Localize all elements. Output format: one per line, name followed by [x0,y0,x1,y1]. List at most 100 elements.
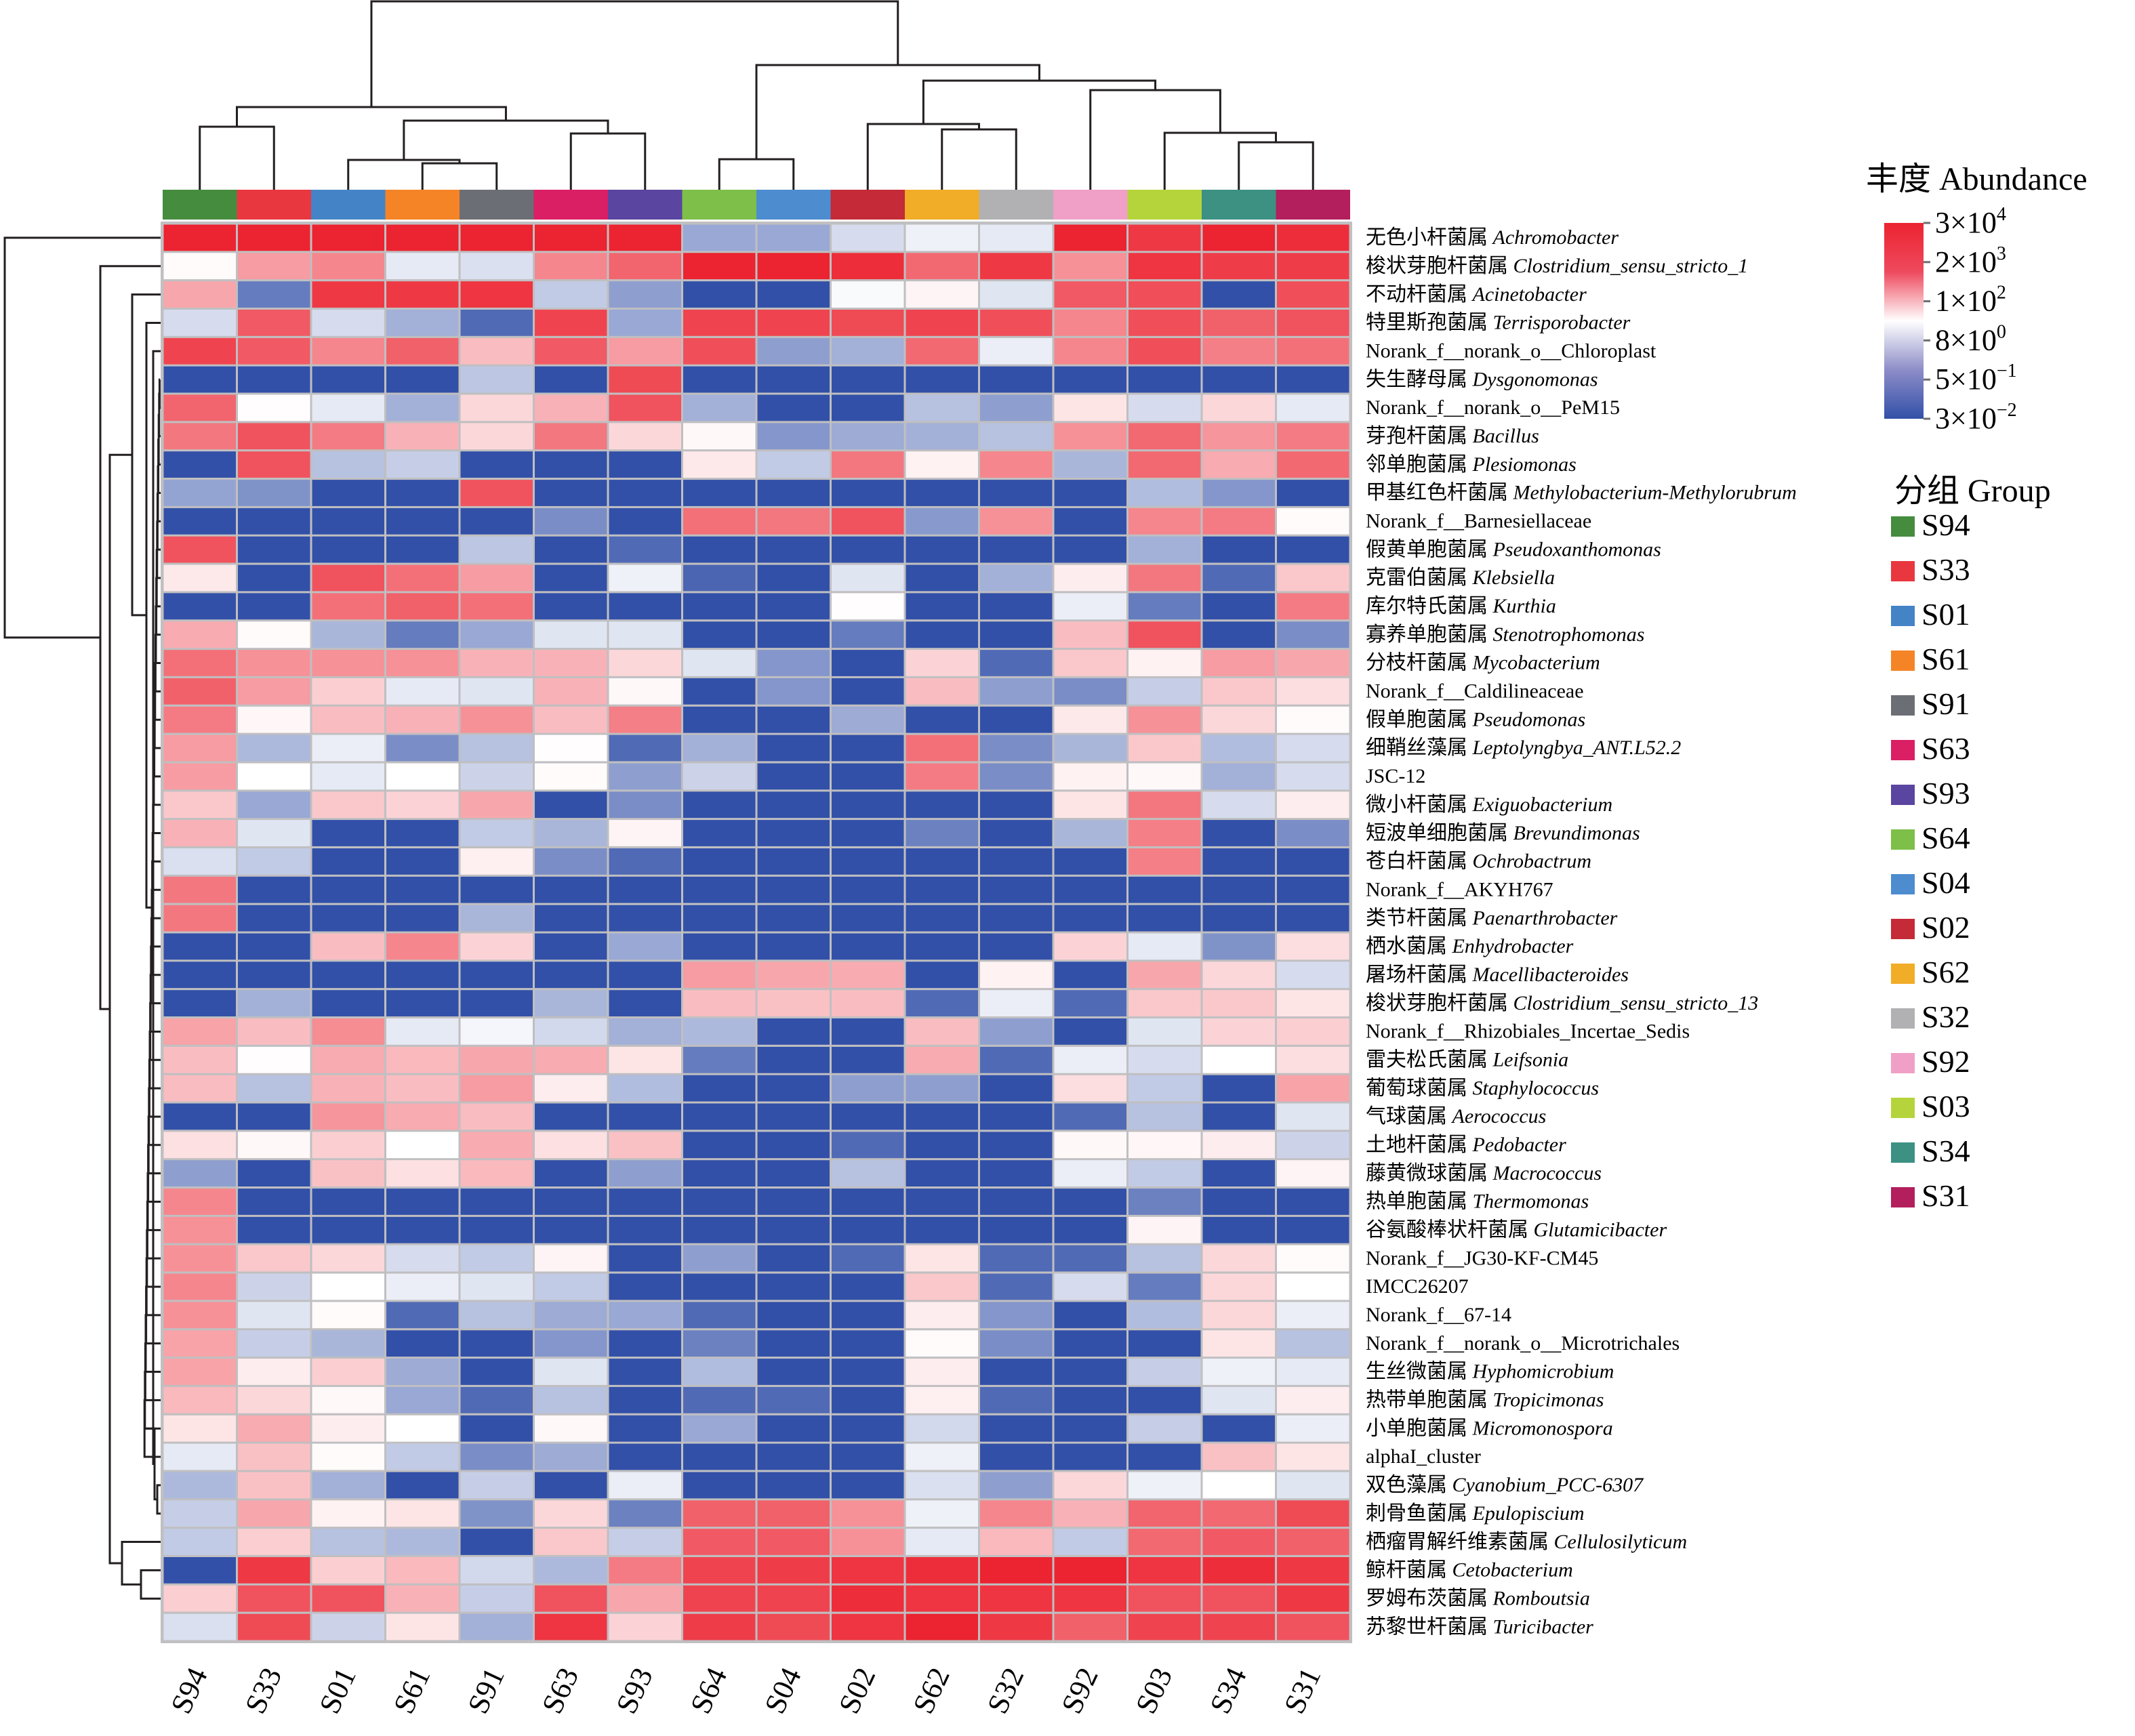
heatmap-cell [1128,1216,1201,1243]
heatmap-cell [1054,536,1126,563]
heatmap-cell [980,1557,1053,1584]
heatmap-cell [386,933,459,960]
row-label: 不动杆菌属 Acinetobacter [1366,283,1587,306]
heatmap-cell [238,1189,310,1215]
heatmap-cell [832,451,904,478]
heatmap-cell [1202,1585,1275,1612]
heatmap-cell [683,1386,756,1413]
row-label: Norank_f__Barnesiellaceae [1366,510,1591,533]
heatmap-cell [460,1189,533,1215]
heatmap-cell [460,876,533,903]
heatmap-cell [460,962,533,989]
row-label: 谷氨酸棒状杆菌属 Glutamicibacter [1366,1219,1667,1241]
row-label: 鲸杆菌属 Cetobacterium [1366,1559,1573,1582]
group-legend-label: S62 [1922,955,1970,989]
heatmap-cell [832,650,904,676]
heatmap-cell [312,394,384,421]
heatmap-cell [906,253,978,280]
group-legend-label: S04 [1922,865,1970,900]
heatmap-cell [757,253,830,280]
heatmap-cell [832,990,904,1016]
heatmap-cell [163,962,236,989]
heatmap-cell [906,1302,978,1329]
heatmap-cell [1128,281,1201,308]
heatmap-cell [460,1529,533,1555]
heatmap-cell [1054,337,1126,365]
heatmap-cell [460,1245,533,1272]
heatmap-cell [683,593,756,620]
heatmap-cell [386,1330,459,1357]
dendrogram-branch [3,236,161,639]
heatmap-cell [238,593,310,620]
heatmap-cell [535,1273,607,1300]
heatmap-cell [1128,310,1201,336]
heatmap-cell [238,281,310,308]
heatmap-cell [163,678,236,705]
group-legend-swatch [1891,561,1915,581]
column-label: S31 [1278,1663,1327,1719]
heatmap-cell [312,310,384,336]
heatmap-cell [609,1557,681,1584]
column-label: S33 [239,1663,288,1719]
heatmap-cell [312,423,384,450]
heatmap-cell [832,1443,904,1470]
heatmap-cell [460,480,533,506]
heatmap-cell [163,564,236,592]
heatmap-cell [1054,224,1126,251]
row-label: 克雷伯菌属 Klebsiella [1366,566,1555,589]
heatmap-cell [683,650,756,676]
heatmap-cell [980,1160,1053,1186]
heatmap-cell [1202,820,1275,846]
heatmap-cell [1054,394,1126,421]
heatmap-cell [238,1330,310,1357]
heatmap-cell [980,1613,1053,1640]
heatmap-cell [238,650,310,676]
heatmap-cell [163,650,236,676]
row-label: IMCC26207 [1366,1275,1469,1298]
heatmap-cell [312,1386,384,1413]
heatmap-cell [1202,1415,1275,1442]
heatmap-cell [386,1189,459,1215]
heatmap-cell [535,1359,607,1385]
heatmap-cell [238,1273,310,1300]
heatmap-cell [980,1189,1053,1215]
heatmap-cell [1054,1330,1126,1357]
heatmap-cell [906,1359,978,1385]
heatmap-cell [683,763,756,790]
heatmap-cell [1202,1472,1275,1499]
heatmap-cell [535,650,607,676]
heatmap-cell [832,1613,904,1640]
heatmap-cell [757,1245,830,1272]
heatmap-cell [386,593,459,620]
heatmap-cells [163,224,1349,1640]
heatmap-cell [163,423,236,450]
heatmap-cell [312,678,384,705]
heatmap-cell [609,990,681,1016]
heatmap-cell [757,848,830,875]
heatmap-cell [980,423,1053,450]
heatmap-cell [906,1132,978,1159]
heatmap-cell [238,1500,310,1527]
heatmap-cell [980,1075,1053,1102]
row-label: 热带单胞菌属 Tropicimonas [1366,1389,1604,1411]
heatmap-cell [238,536,310,563]
heatmap-cell [535,451,607,478]
heatmap-cell [683,366,756,393]
heatmap-cell [535,224,607,251]
heatmap-cell [906,735,978,762]
heatmap-cell [1054,508,1126,535]
heatmap-cell [1277,990,1349,1016]
heatmap-cell [1054,253,1126,280]
heatmap-cell [238,820,310,846]
heatmap-cell [1054,1160,1126,1186]
heatmap-cell [386,1359,459,1385]
heatmap-cell [312,1216,384,1243]
row-label: Norank_f__67-14 [1366,1304,1511,1326]
heatmap-cell [460,678,533,705]
heatmap-cell [460,1613,533,1640]
heatmap-cell [312,1075,384,1102]
heatmap-cell [980,366,1053,393]
heatmap-cell [535,423,607,450]
row-label: 寡养单胞菌属 Stenotrophomonas [1366,623,1644,646]
